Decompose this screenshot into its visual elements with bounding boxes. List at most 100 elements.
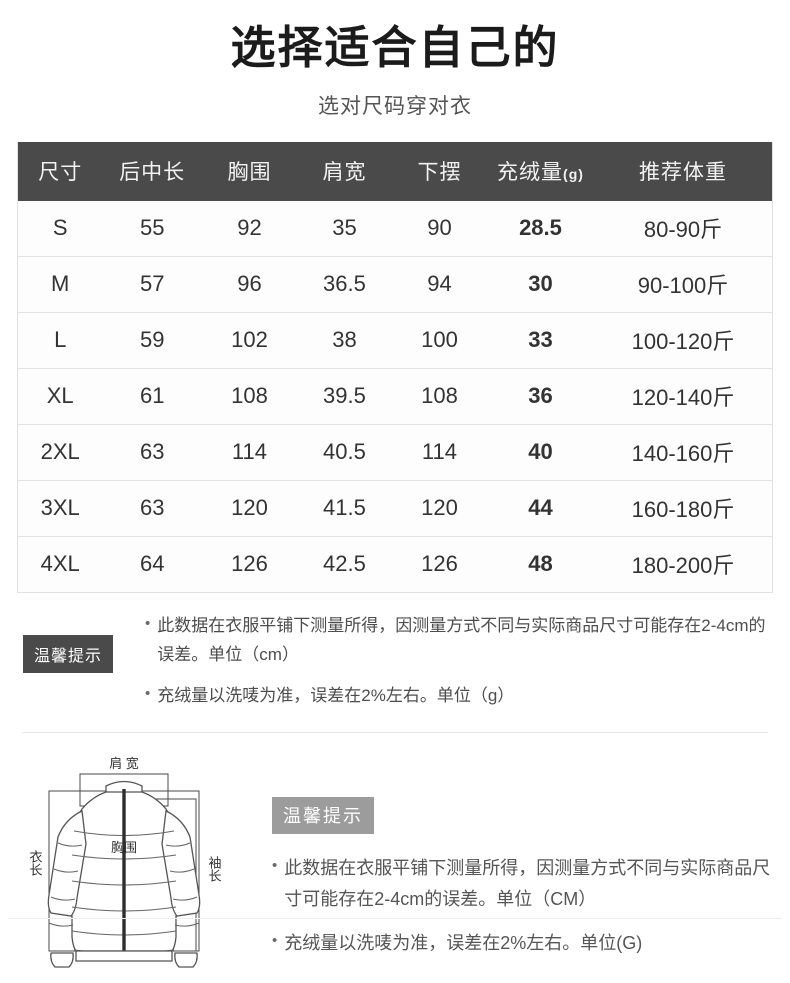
cell-shoulder: 38 bbox=[296, 312, 392, 369]
cell-chest: 102 bbox=[201, 312, 297, 369]
column-header-hem: 下摆 bbox=[417, 160, 462, 184]
note-text: 此数据在衣服平铺下测量所得，因测量方式不同与实际商品尺寸可能存在2-4cm的误差… bbox=[157, 615, 766, 664]
table-row: 3XL 63 120 41.5 120 44 160-180斤 bbox=[18, 480, 772, 537]
bottom-notes-section: 温馨提示 • 此数据在衣服平铺下测量所得，因测量方式不同与实际商品尺寸可能存在2… bbox=[272, 739, 790, 958]
jacket-left-cuff bbox=[50, 952, 74, 969]
cell-shoulder: 42.5 bbox=[296, 536, 392, 592]
cell-hem: 108 bbox=[391, 368, 487, 425]
cell-weight: 100-120斤 bbox=[594, 312, 772, 369]
jacket-measurement-illustration: 肩 宽 胸围 衣长 袖长 bbox=[28, 756, 222, 969]
cell-fill: 44 bbox=[486, 480, 595, 537]
page-title: 选择适合自己的 bbox=[230, 22, 560, 73]
cell-hem: 94 bbox=[391, 256, 487, 313]
cell-size: 4XL bbox=[18, 536, 103, 592]
note-item: • 充绒量以洗唛为准，误差在2%左右。单位(G) bbox=[272, 928, 774, 958]
cell-hem: 120 bbox=[391, 480, 487, 537]
cell-back: 63 bbox=[102, 480, 202, 537]
sleeve-seam bbox=[48, 922, 74, 928]
cell-weight: 120-140斤 bbox=[594, 368, 772, 425]
cell-hem: 114 bbox=[391, 424, 487, 481]
bullet-dot-icon: • bbox=[145, 614, 151, 632]
table-row: L 59 102 38 100 33 100-120斤 bbox=[18, 312, 772, 369]
sleeve-seam bbox=[174, 922, 200, 928]
tips-badge-grey: 温馨提示 bbox=[272, 797, 374, 835]
diagram-label-shoulder: 肩 宽 bbox=[109, 756, 139, 771]
table-row: S 55 92 35 90 28.5 80-90斤 bbox=[18, 200, 772, 257]
cell-weight: 90-100斤 bbox=[594, 256, 772, 313]
cell-size: XL bbox=[18, 368, 103, 425]
jacket-right-cuff bbox=[174, 952, 198, 969]
cell-back: 59 bbox=[102, 312, 202, 369]
cell-shoulder: 39.5 bbox=[296, 368, 392, 425]
cell-size: 3XL bbox=[18, 480, 103, 537]
cell-chest: 126 bbox=[201, 536, 297, 592]
column-header-size: 尺寸 bbox=[38, 160, 83, 184]
sleeve-seam bbox=[169, 868, 195, 874]
note-item: • 此数据在衣服平铺下测量所得，因测量方式不同与实际商品尺寸可能存在2-4cm的… bbox=[145, 611, 773, 669]
note-text: 充绒量以洗唛为准，误差在2%左右。单位（g） bbox=[157, 686, 515, 706]
jacket-right-sleeve bbox=[161, 810, 201, 918]
cell-shoulder: 40.5 bbox=[296, 424, 392, 481]
size-table-body: S 55 92 35 90 28.5 80-90斤 M 57 96 36.5 9… bbox=[18, 200, 772, 592]
sleeve-seam bbox=[165, 842, 191, 848]
size-table: 尺寸 后中长 胸围 肩宽 下摆 充绒量(g) 推荐体重 S 55 92 35 9… bbox=[18, 141, 772, 592]
cell-chest: 92 bbox=[201, 200, 297, 257]
cell-fill: 36 bbox=[486, 368, 595, 425]
section-divider bbox=[22, 732, 768, 734]
sleeve-seam bbox=[57, 842, 83, 848]
cell-chest: 108 bbox=[201, 368, 297, 425]
sleeve-seam bbox=[50, 896, 76, 902]
column-header-chest: 胸围 bbox=[227, 160, 272, 184]
measurement-section: 肩 宽 胸围 衣长 袖长 温馨提示 • 此数据在衣服平铺下测量所得，因测量方式不… bbox=[0, 739, 790, 983]
size-table-container: 尺寸 后中长 胸围 肩宽 下摆 充绒量(g) 推荐体重 S 55 92 35 9… bbox=[17, 141, 773, 593]
diagram-label-sleeve: 袖长 bbox=[207, 856, 222, 882]
cell-chest: 114 bbox=[201, 424, 297, 481]
bottom-divider bbox=[8, 918, 782, 919]
diagram-label-chest: 胸围 bbox=[111, 840, 137, 855]
table-row: 2XL 63 114 40.5 114 40 140-160斤 bbox=[18, 424, 772, 481]
cell-weight: 80-90斤 bbox=[594, 200, 772, 257]
cell-back: 57 bbox=[102, 256, 202, 313]
column-header-fill-weight-unit: (g) bbox=[563, 165, 584, 182]
cell-shoulder: 41.5 bbox=[296, 480, 392, 537]
cell-weight: 180-200斤 bbox=[594, 536, 772, 592]
tips-badge-dark: 温馨提示 bbox=[23, 634, 114, 673]
table-row: M 57 96 36.5 94 30 90-100斤 bbox=[18, 256, 772, 313]
cell-back: 55 bbox=[102, 200, 202, 257]
column-header-fill-weight-label: 充绒量 bbox=[497, 160, 564, 184]
column-header-recommended-weight: 推荐体重 bbox=[639, 160, 727, 184]
cell-hem: 126 bbox=[391, 536, 487, 592]
cell-weight: 140-160斤 bbox=[594, 424, 772, 481]
cell-hem: 100 bbox=[391, 312, 487, 369]
cell-chest: 120 bbox=[201, 480, 297, 537]
jacket-diagram: 肩 宽 胸围 衣长 袖长 bbox=[0, 739, 272, 983]
column-header-back-length: 后中长 bbox=[119, 160, 186, 184]
size-table-head: 尺寸 后中长 胸围 肩宽 下摆 充绒量(g) 推荐体重 bbox=[18, 141, 772, 201]
cell-size: L bbox=[18, 312, 103, 369]
cell-size: 2XL bbox=[18, 424, 103, 481]
cell-fill: 40 bbox=[486, 424, 595, 481]
cell-shoulder: 35 bbox=[296, 200, 392, 257]
bullet-dot-icon: • bbox=[272, 857, 278, 875]
note-text: 充绒量以洗唛为准，误差在2%左右。单位(G) bbox=[284, 932, 643, 953]
cell-chest: 96 bbox=[201, 256, 297, 313]
top-notes-section: 温馨提示 • 此数据在衣服平铺下测量所得，因测量方式不同与实际商品尺寸可能存在2… bbox=[17, 609, 773, 711]
jacket-left-sleeve bbox=[47, 810, 87, 918]
page-header: 选择适合自己的 选对尺码穿对衣 bbox=[0, 0, 790, 120]
page-subtitle: 选对尺码穿对衣 bbox=[318, 94, 472, 118]
table-header-row: 尺寸 后中长 胸围 肩宽 下摆 充绒量(g) 推荐体重 bbox=[18, 141, 772, 201]
cell-size: M bbox=[18, 256, 103, 313]
cell-fill: 28.5 bbox=[486, 200, 595, 257]
column-header-fill-weight: 充绒量(g) bbox=[487, 142, 594, 201]
cell-weight: 160-180斤 bbox=[594, 480, 772, 537]
cell-back: 61 bbox=[102, 368, 202, 425]
bottom-notes-list: • 此数据在衣服平铺下测量所得，因测量方式不同与实际商品尺寸可能存在2-4cm的… bbox=[272, 853, 774, 958]
diagram-label-length: 衣长 bbox=[28, 850, 43, 877]
cell-back: 63 bbox=[102, 424, 202, 481]
note-text: 此数据在衣服平铺下测量所得，因测量方式不同与实际商品尺寸可能存在2-4cm的误差… bbox=[284, 858, 771, 909]
table-row: XL 61 108 39.5 108 36 120-140斤 bbox=[18, 368, 772, 425]
cell-fill: 30 bbox=[486, 256, 595, 313]
cell-hem: 90 bbox=[391, 200, 487, 257]
note-item: • 充绒量以洗唛为准，误差在2%左右。单位（g） bbox=[145, 681, 773, 710]
cell-shoulder: 36.5 bbox=[296, 256, 392, 313]
